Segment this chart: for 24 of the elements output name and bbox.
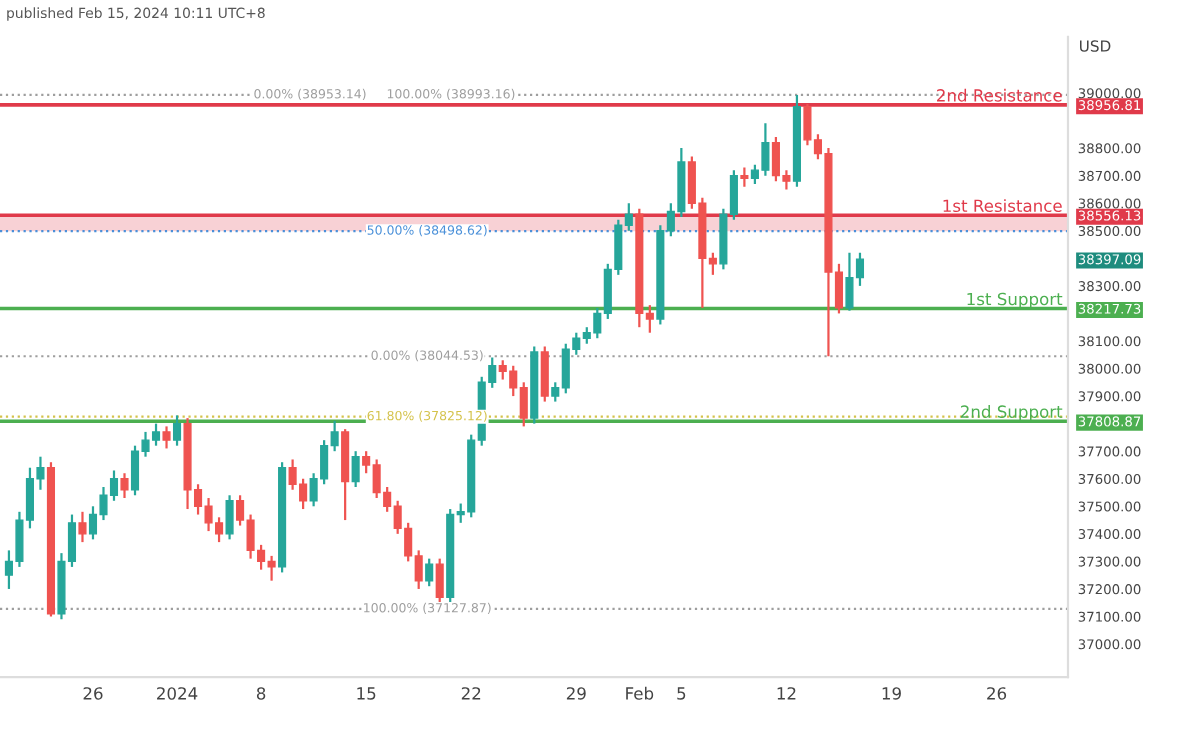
candlestick [225,494,234,541]
x-tick-label: 26 [987,687,1007,700]
ref-line-label: 1st Support [967,292,1063,309]
candlestick [540,345,549,403]
ref-line-label: 2nd Support [960,405,1063,422]
ref-line-label: 2nd Resistance [937,88,1062,102]
x-tick-label: 26 [83,687,103,700]
x-tick-label: 2024 [157,687,198,700]
candlestick [162,425,171,450]
x-tick-label: 5 [677,687,686,700]
candlestick [78,510,87,544]
candlestick [120,472,129,500]
candlestick [740,166,749,188]
x-tick-label: 15 [357,687,376,700]
x-tick-label: 22 [461,687,481,700]
ref-line-label: 1st Resistance [943,199,1062,213]
x-tick-label: 29 [566,687,586,700]
x-tick-label: Feb [626,686,654,700]
candlestick [351,450,360,489]
x-tick-label: 19 [882,687,901,700]
x-tick-label: 8 [256,687,266,700]
candlestick [172,414,182,447]
x-tick-label: 12 [777,687,796,700]
candlestick [425,557,434,588]
